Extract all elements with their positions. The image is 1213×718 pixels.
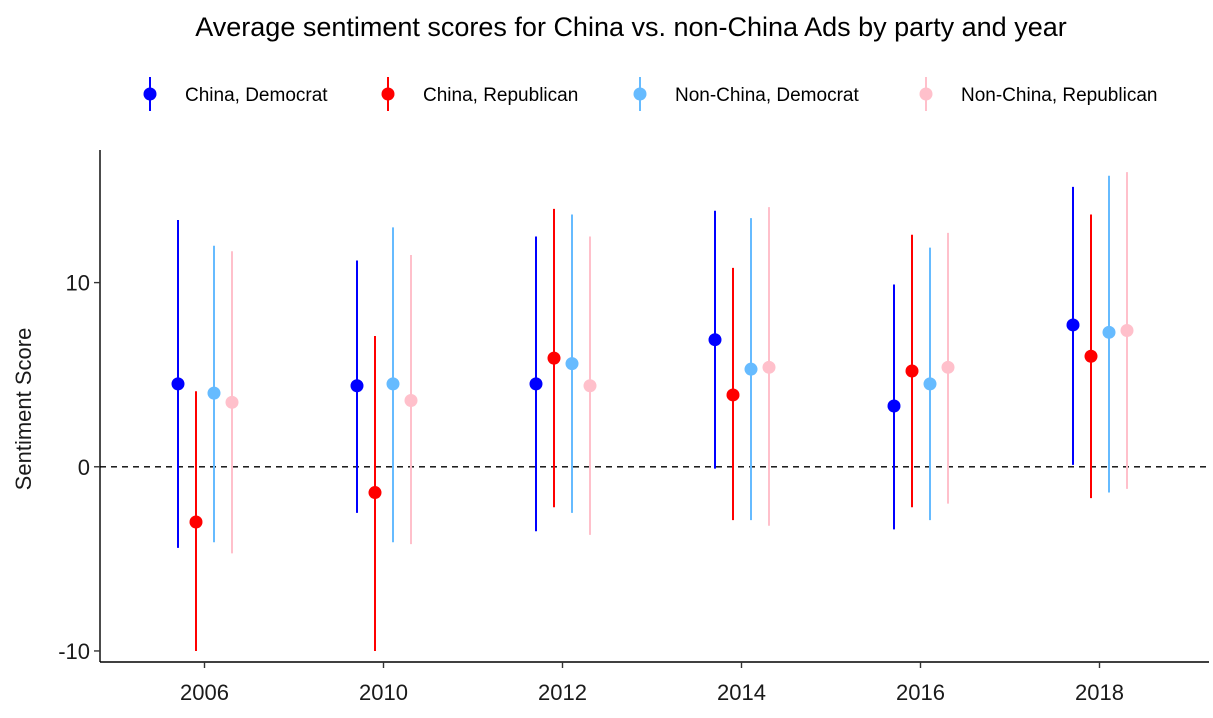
legend-label: Non-China, Democrat [675,85,859,106]
point-china-democrat-2006 [171,377,185,391]
series-china-democrat [171,186,1080,548]
x-tick-label: 2012 [538,680,587,705]
legend-key-point [143,87,157,101]
y-tick-label: -10 [58,639,90,664]
legend-label: Non-China, Republican [961,85,1157,106]
legend-label: China, Republican [423,85,578,106]
point-non-china-democrat-2006 [207,386,221,400]
axes: -10 0 10 2006 2010 2012 2014 2016 2018 [58,150,1209,705]
legend: China, Democrat China, Republican Non-Chin… [143,77,1157,111]
point-china-republican-2016 [905,364,919,378]
series-non-china-republican [225,172,1134,554]
point-china-republican-2014 [726,388,740,402]
point-non-china-democrat-2018 [1102,325,1116,339]
point-non-china-republican-2016 [941,360,955,374]
point-non-china-republican-2014 [762,360,776,374]
series-non-china-democrat [207,175,1116,543]
point-china-democrat-2018 [1066,318,1080,332]
point-china-republican-2006 [189,515,203,529]
point-non-china-republican-2010 [404,393,418,407]
point-non-china-democrat-2016 [923,377,937,391]
legend-label: China, Democrat [185,85,328,106]
x-tick-label: 2016 [896,680,945,705]
point-non-china-republican-2012 [583,379,597,393]
x-tick-label: 2010 [359,680,408,705]
series-china-republican [189,208,1098,651]
legend-item-china-republican: China, Republican [381,77,578,111]
legend-key-point [633,87,647,101]
point-china-republican-2018 [1084,349,1098,363]
point-non-china-republican-2018 [1120,323,1134,337]
x-tick-label: 2006 [180,680,229,705]
legend-key-point [381,87,395,101]
y-tick-label: 10 [66,271,90,296]
point-china-democrat-2016 [887,399,901,413]
point-non-china-democrat-2014 [744,362,758,376]
point-non-china-democrat-2012 [565,357,579,371]
point-china-republican-2012 [547,351,561,365]
point-non-china-democrat-2010 [386,377,400,391]
legend-item-non-china-republican: Non-China, Republican [919,77,1157,111]
y-tick-label: 0 [78,455,90,480]
chart-title: Average sentiment scores for China vs. n… [195,12,1066,42]
point-china-republican-2010 [368,486,382,500]
point-china-democrat-2014 [708,333,722,347]
y-axis-label: Sentiment Score [11,328,36,491]
legend-item-non-china-democrat: Non-China, Democrat [633,77,859,111]
legend-item-china-democrat: China, Democrat [143,77,328,111]
plot-area [100,172,1209,651]
point-non-china-republican-2006 [225,395,239,409]
x-tick-label: 2014 [717,680,766,705]
legend-key-point [919,87,933,101]
x-tick-label: 2018 [1075,680,1124,705]
point-china-democrat-2010 [350,379,364,393]
point-china-democrat-2012 [529,377,543,391]
